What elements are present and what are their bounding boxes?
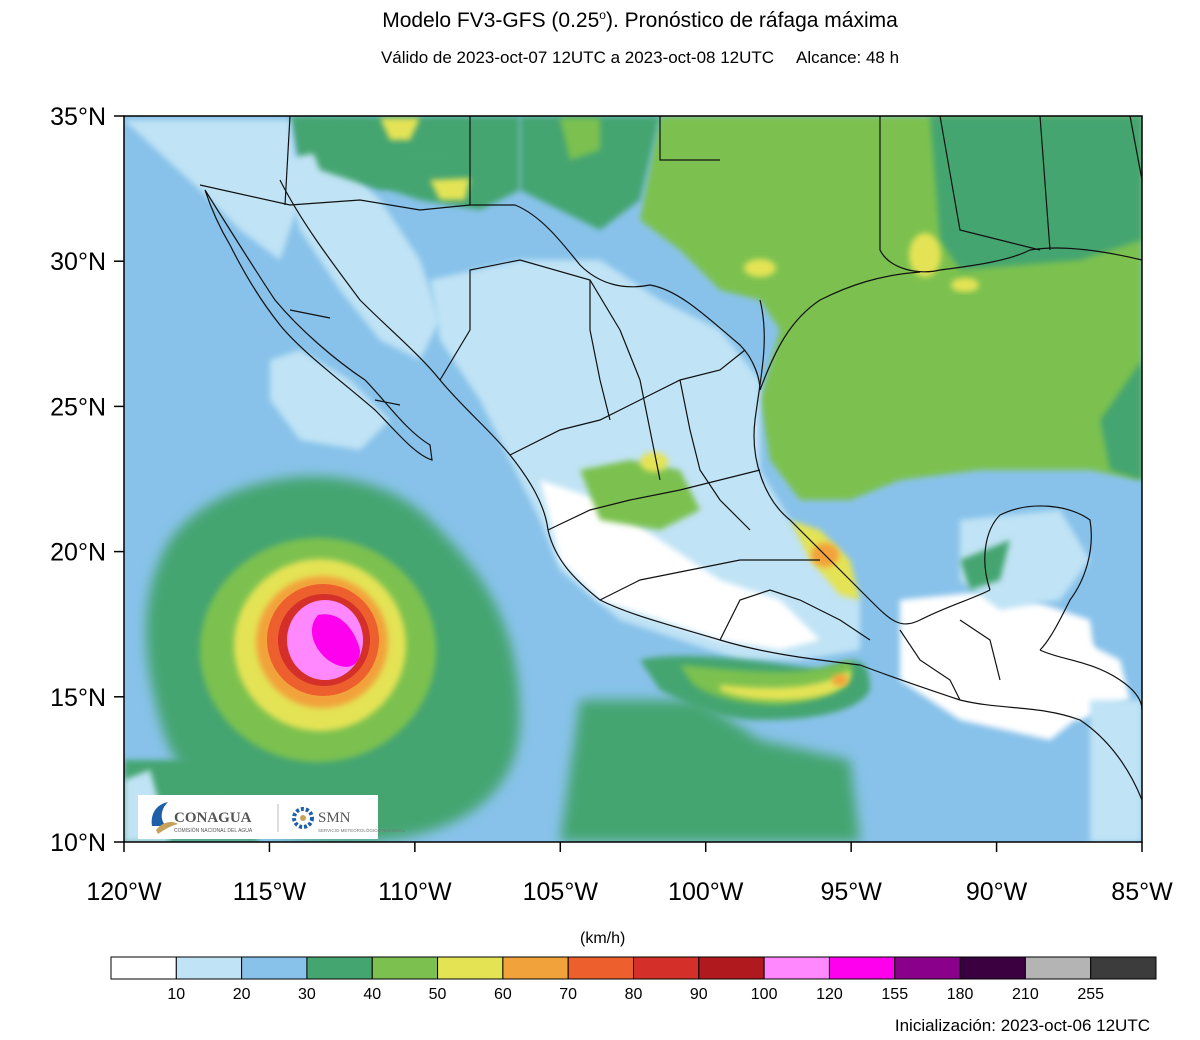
latitude-axis: 35°N 30°N 25°N 20°N 15°N 10°N (50, 103, 124, 857)
smn-logo-icon (292, 807, 314, 829)
lon-tick-label: 120°W (86, 878, 162, 906)
colorbar-tick-label: 50 (429, 986, 447, 1003)
map-frame (123, 115, 1143, 843)
gust-colorbar: 10 20 30 40 50 60 70 80 90 100 120 155 180 210 255 (110, 956, 1157, 1003)
lon-tick-label: 90°W (966, 878, 1028, 906)
colorbar-tick-label: 20 (233, 986, 251, 1003)
colorbar-swatch (763, 956, 830, 980)
colorbar-swatch (241, 956, 308, 980)
initialization-time: Inicialización: 2023-oct-06 12UTC (894, 1016, 1150, 1035)
validity-period: Válido de 2023-oct-07 12UTC a 2023-oct-0… (380, 48, 775, 67)
colorbar-tick-label: 60 (494, 986, 512, 1003)
lon-tick-label: 95°W (820, 878, 882, 906)
smn-subtitle: SERVICIO METEOROLÓGICO NACIONAL (318, 827, 406, 833)
colorbar-tick-label: 10 (167, 986, 185, 1003)
logo-panel (138, 795, 378, 839)
lat-tick-label: 30°N (50, 248, 106, 276)
lat-tick-label: 20°N (50, 539, 106, 567)
colorbar-swatch (1024, 956, 1092, 980)
colorbar-tick-label: 155 (881, 986, 908, 1003)
colorbar-tick-label: 80 (625, 986, 643, 1003)
conagua-subtitle: COMISIÓN NACIONAL DEL AGUA (174, 827, 253, 834)
lat-tick-label: 35°N (50, 103, 106, 131)
colorbar-swatch (894, 956, 961, 980)
lon-tick-label: 100°W (668, 878, 744, 906)
conagua-wordmark: CONAGUA (174, 810, 252, 826)
colorbar-tick-label: 180 (947, 986, 974, 1003)
colorbar-tick-label: 90 (690, 986, 708, 1003)
lat-tick-label: 10°N (50, 829, 106, 857)
lon-tick-label: 110°W (378, 878, 452, 906)
coastlines-borders (199, 116, 1142, 801)
agency-logos: CONAGUA COMISIÓN NACIONAL DEL AGUA SMN S… (138, 795, 406, 839)
smn-wordmark: SMN (318, 810, 351, 826)
forecast-range: Alcance: 48 h (796, 48, 900, 67)
longitude-axis: 120°W 115°W 110°W 105°W 100°W 95°W 90°W 85°W (86, 842, 1173, 906)
colorbar-tick-label: 70 (559, 986, 577, 1003)
wind-gust-field (124, 116, 1142, 842)
map-subtitle: Válido de 2023-oct-07 12UTC a 2023-oct-0… (0, 48, 1200, 68)
colorbar-swatch (567, 956, 634, 980)
colorbar-swatch (828, 956, 896, 980)
lon-tick-label: 115°W (233, 878, 307, 906)
lat-tick-label: 15°N (50, 684, 106, 712)
colorbar-swatch (175, 956, 243, 980)
colorbar-swatch (437, 956, 504, 980)
colorbar-swatch (1090, 956, 1157, 980)
colorbar-swatch (306, 956, 373, 980)
colorbar-tick-label: 120 (816, 986, 843, 1003)
colorbar-units: (km/h) (580, 930, 626, 947)
map-title: Modelo FV3-GFS (0.25o). Pronóstico de rá… (382, 8, 898, 32)
colorbar-swatch (698, 956, 765, 980)
lon-tick-label: 105°W (523, 878, 599, 906)
colorbar-swatch (959, 956, 1026, 980)
colorbar-tick-label: 210 (1012, 986, 1039, 1003)
colorbar-swatch (633, 956, 700, 980)
colorbar-swatch (502, 956, 569, 980)
colorbar-tick-label: 30 (298, 986, 316, 1003)
colorbar-swatch (110, 956, 177, 980)
conagua-logo-icon (151, 802, 178, 834)
colorbar-tick-label: 255 (1077, 986, 1104, 1003)
colorbar-tick-label: 100 (751, 986, 778, 1003)
hurricane-gust-rings (146, 476, 521, 842)
lon-tick-label: 85°W (1111, 878, 1173, 906)
colorbar-tick-label: 40 (363, 986, 381, 1003)
lat-tick-label: 25°N (50, 393, 106, 421)
colorbar-swatch (371, 956, 439, 980)
